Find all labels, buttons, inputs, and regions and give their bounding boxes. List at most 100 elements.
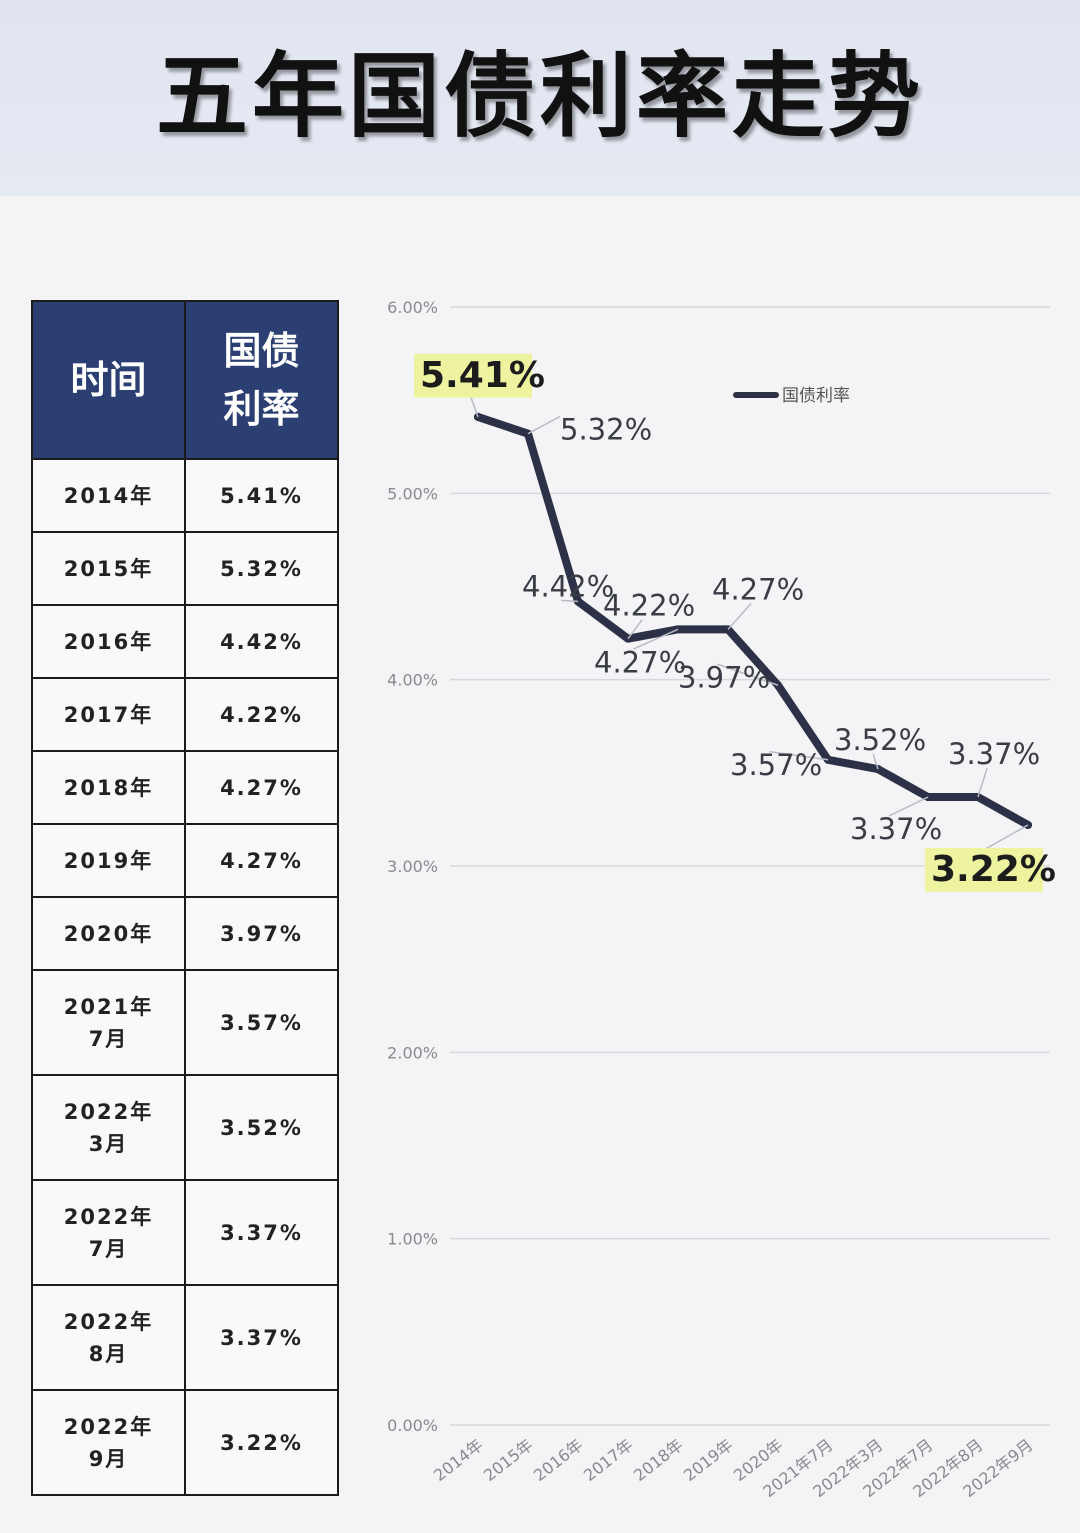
cell-rate: 5.32% (184, 531, 339, 606)
table-row: 2019年 4.27% (31, 823, 339, 898)
x-tick-label: 2019年 (680, 1435, 736, 1485)
cell-time-month: 7月 (88, 1236, 129, 1261)
cell-time: 2022年 9月 (31, 1389, 186, 1496)
cell-time-year: 2022年 (63, 1309, 154, 1334)
label-leader (527, 415, 561, 435)
header-rate-label: 国债利率 (223, 329, 300, 431)
cell-time: 2022年 7月 (31, 1179, 186, 1286)
x-tick-label: 2016年 (530, 1435, 586, 1485)
x-axis-layer: 2014年2015年2016年2017年2018年2019年2020年2021年… (430, 1435, 1036, 1501)
table-row: 2014年 5.41% (31, 458, 339, 533)
table-row: 2017年 4.22% (31, 677, 339, 752)
header-banner: 五年国债利率走势 (0, 0, 1080, 196)
page-title: 五年国债利率走势 (155, 43, 924, 150)
cell-time: 2014年 (31, 458, 186, 533)
table-row: 2022年 7月 3.37% (31, 1179, 339, 1286)
data-label: 5.32% (560, 413, 652, 447)
cell-time-year: 2019年 (63, 848, 154, 873)
label-leader (727, 602, 752, 630)
label-highlight (414, 353, 532, 398)
data-label: 4.42% (522, 569, 614, 603)
table-row: 2022年 9月 3.22% (31, 1389, 339, 1496)
cell-time: 2020年 (31, 896, 186, 971)
data-label: 3.37% (850, 812, 942, 846)
table-row: 2018年 4.27% (31, 750, 339, 825)
cell-time: 2021年 7月 (31, 969, 186, 1076)
cell-rate: 4.42% (184, 604, 339, 679)
cell-time-year: 2017年 (63, 702, 154, 727)
y-tick-label: 6.00% (387, 298, 438, 317)
data-label: 3.97% (678, 660, 770, 694)
label-layer: 5.41%5.32%4.42%4.22%4.27%4.27%3.97%3.57%… (414, 353, 1056, 892)
cell-time-year: 2015年 (63, 556, 154, 581)
cell-rate: 3.52% (184, 1074, 339, 1181)
cell-time: 2022年 3月 (31, 1074, 186, 1181)
line-chart: 0.00% 1.00% 2.00% 3.00% 4.00% 5.00% 6.00% 5.41… (387, 298, 1056, 1501)
data-label: 3.37% (948, 737, 1040, 771)
cell-time: 2019年 (31, 823, 186, 898)
header-rate: 国债利率 (184, 300, 339, 460)
data-label: 3.52% (834, 723, 926, 757)
data-label: 3.57% (730, 748, 822, 782)
cell-rate: 4.27% (184, 823, 339, 898)
header-time: 时间 (31, 300, 186, 460)
label-leader (716, 663, 779, 686)
cell-time: 2022年 8月 (31, 1284, 186, 1391)
legend-layer: 国债利率 (733, 386, 850, 406)
y-tick-label: 4.00% (387, 671, 438, 690)
grid-layer: 0.00% 1.00% 2.00% 3.00% 4.00% 5.00% 6.00% (387, 298, 1050, 1435)
label-leader (561, 599, 579, 603)
label-leader (627, 619, 643, 640)
data-label: 3.22% (931, 849, 1056, 890)
series-line-guozhai (474, 412, 1032, 830)
y-tick-label: 3.00% (387, 857, 438, 876)
cell-time: 2017年 (31, 677, 186, 752)
rate-table-grid: 时间 国债利率 2014年 5.41% 2015年 5.32% 2016年 4.42% 20… (31, 300, 339, 1496)
table-row: 2021年 7月 3.57% (31, 969, 339, 1076)
cell-time-month: 7月 (88, 1026, 129, 1051)
table-row: 2022年 3月 3.52% (31, 1074, 339, 1181)
table-row: 2022年 8月 3.37% (31, 1284, 339, 1391)
x-tick-label: 2014年 (430, 1435, 486, 1485)
data-point (874, 765, 882, 774)
data-label: 4.27% (712, 572, 804, 606)
cell-rate: 3.37% (184, 1179, 339, 1286)
cell-time-month: 3月 (88, 1131, 129, 1156)
label-leader (632, 628, 679, 650)
label-leader (977, 767, 988, 798)
table-header-row: 时间 国债利率 (31, 300, 339, 460)
cell-time-year: 2020年 (63, 921, 154, 946)
cell-rate: 3.37% (184, 1284, 339, 1391)
x-tick-label: 2017年 (580, 1435, 636, 1485)
cell-time-year: 2018年 (63, 775, 154, 800)
rate-table: 时间 国债利率 2014年 5.41% 2015年 5.32% 2016年 4.42% 20… (31, 300, 339, 1496)
y-tick-label: 0.00% (387, 1416, 438, 1435)
data-label: 4.27% (594, 645, 686, 679)
data-point (824, 755, 832, 764)
cell-time-year: 2014年 (63, 483, 154, 508)
y-tick-label: 1.00% (387, 1230, 438, 1249)
x-tick-label: 2015年 (480, 1435, 536, 1485)
cell-rate: 4.22% (184, 677, 339, 752)
table-row: 2020年 3.97% (31, 896, 339, 971)
cell-rate: 5.41% (184, 458, 339, 533)
data-label: 5.41% (420, 355, 545, 396)
x-tick-label: 2018年 (630, 1435, 686, 1485)
cell-time-year: 2022年 (63, 1099, 154, 1124)
legend-label: 国债利率 (782, 386, 850, 406)
cell-time: 2015年 (31, 531, 186, 606)
table-body: 2014年 5.41% 2015年 5.32% 2016年 4.42% 2017年 4.22%… (31, 458, 339, 1496)
cell-time-month: 8月 (88, 1341, 129, 1366)
label-leader (888, 796, 929, 817)
cell-rate: 3.22% (184, 1389, 339, 1496)
cell-time-year: 2021年 (63, 994, 154, 1019)
cell-rate: 3.57% (184, 969, 339, 1076)
label-leader (979, 824, 1029, 853)
y-tick-label: 5.00% (387, 484, 438, 503)
cell-time: 2018年 (31, 750, 186, 825)
label-leader (769, 750, 829, 761)
cell-time-year: 2022年 (63, 1414, 154, 1439)
cell-time-month: 9月 (88, 1446, 129, 1471)
label-highlight (925, 847, 1043, 892)
table-row: 2016年 4.42% (31, 604, 339, 679)
